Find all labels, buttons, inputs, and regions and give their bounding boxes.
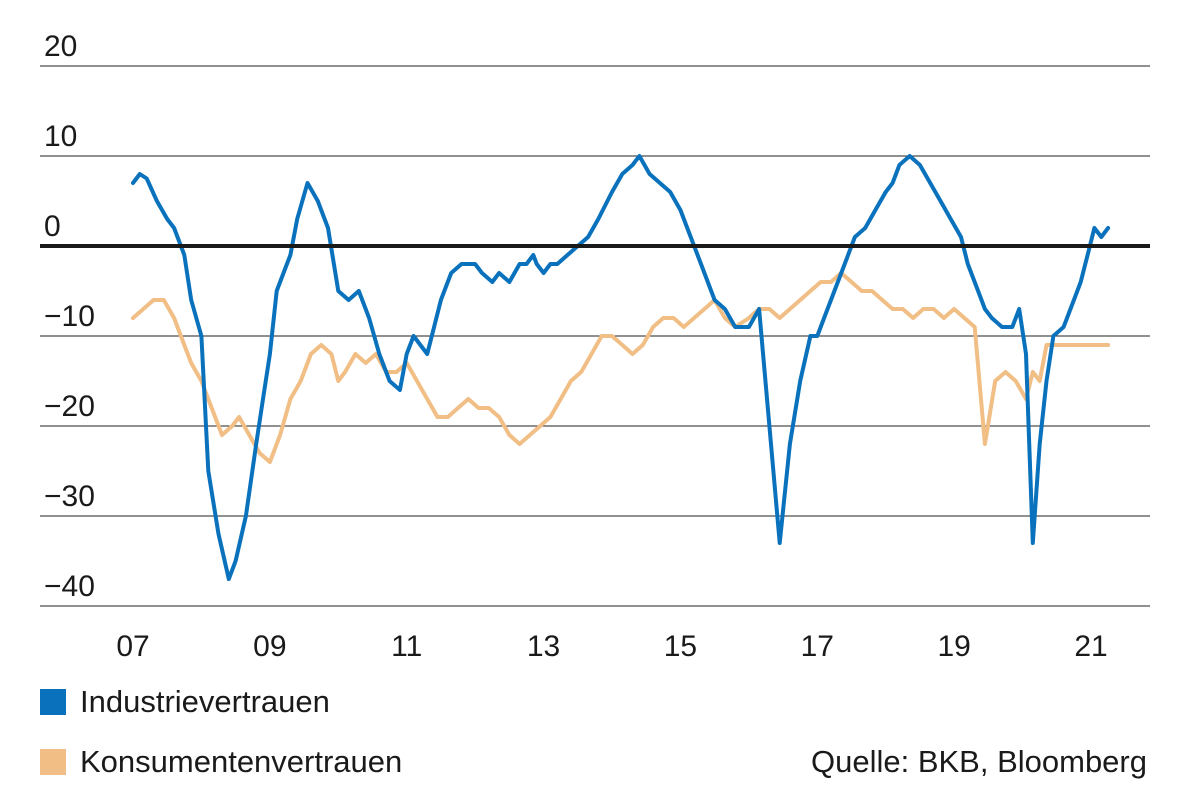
- y-tick-label: −30: [44, 480, 95, 513]
- source-note: Quelle: BKB, Bloomberg: [810, 744, 1147, 779]
- y-axis-tick-labels: 20 10 0 −10 −20 −30 −40: [44, 30, 95, 603]
- x-tick-label: 17: [801, 630, 834, 663]
- x-axis-tick-labels: 07 09 11 13 15 17 19 21: [116, 630, 1107, 663]
- x-tick-label: 13: [527, 630, 560, 663]
- x-tick-label: 09: [253, 630, 286, 663]
- legend-item-konsumentenvertrauen: Konsumentenvertrauen: [40, 746, 402, 777]
- legend-item-industrievertrauen: Industrievertrauen: [40, 686, 330, 717]
- y-tick-label: 10: [44, 120, 77, 153]
- y-tick-label: −40: [44, 570, 95, 603]
- x-tick-label: 15: [664, 630, 697, 663]
- series-line-industrievertrauen: [131, 154, 1111, 581]
- x-tick-label: 21: [1074, 630, 1107, 663]
- y-tick-label: −20: [44, 390, 95, 423]
- x-tick-label: 19: [937, 630, 970, 663]
- x-tick-label: 07: [116, 630, 149, 663]
- y-tick-label: 0: [44, 210, 61, 243]
- series-lines: [131, 154, 1111, 581]
- legend-label: Industrievertrauen: [80, 684, 330, 719]
- line-chart: 20 10 0 −10 −20 −30 −40 07 09 11 13 15 17 19 21: [40, 30, 1150, 663]
- series-line-konsumentenvertrauen: [131, 271, 1111, 464]
- y-tick-label: 20: [44, 30, 77, 63]
- legend-swatch-blue: [40, 688, 66, 715]
- legend-label: Konsumentenvertrauen: [80, 744, 403, 779]
- gridlines: [40, 65, 1150, 607]
- y-tick-label: −10: [44, 300, 95, 333]
- legend-swatch-orange: [40, 748, 66, 775]
- x-tick-label: 11: [391, 630, 422, 663]
